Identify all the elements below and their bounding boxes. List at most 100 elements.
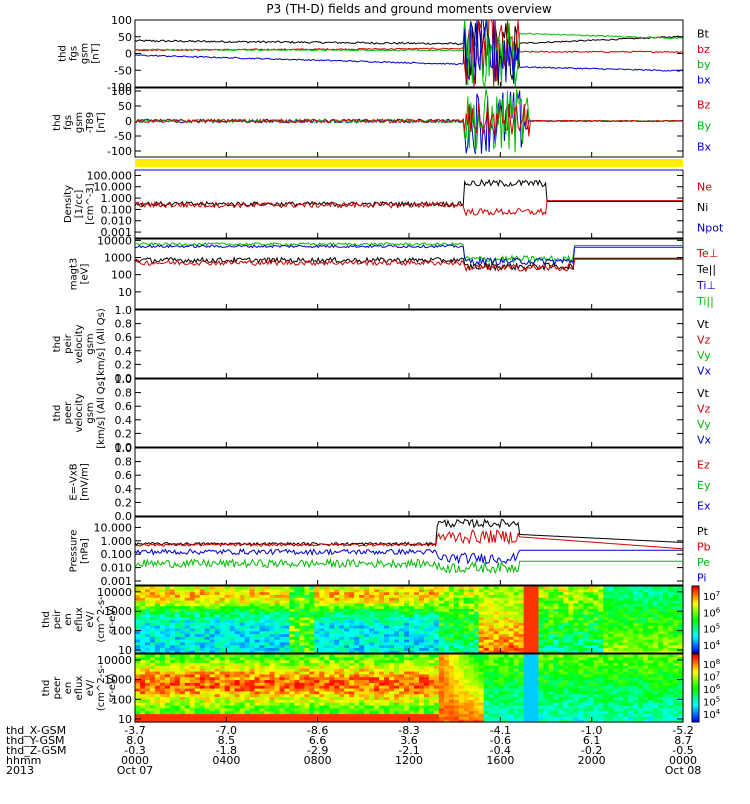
spectrogram-cell xyxy=(364,677,370,680)
spectrogram-cell xyxy=(484,694,490,697)
spectrogram-cell xyxy=(180,677,186,680)
spectrogram-cell xyxy=(449,702,455,705)
series-pb xyxy=(135,530,683,549)
spectrogram-cell xyxy=(563,702,569,705)
spectrogram-cell xyxy=(464,586,470,589)
spectrogram-cell xyxy=(309,711,315,714)
spectrogram-cell xyxy=(240,668,246,671)
spectrogram-cell xyxy=(210,654,216,657)
spectrogram-cell xyxy=(230,654,236,657)
y-axis-label: [nPa] xyxy=(80,538,91,564)
spectrogram-cell xyxy=(205,677,211,680)
colorbar-segment xyxy=(692,591,699,594)
spectrogram-cell xyxy=(235,711,241,714)
spectrogram-cell xyxy=(529,711,535,714)
spectrogram-cell xyxy=(399,702,405,705)
spectrogram-cell xyxy=(404,702,410,705)
spectrogram-cell xyxy=(419,711,425,714)
spectrogram-cell xyxy=(544,654,550,657)
spectrogram-cell xyxy=(504,685,510,688)
spectrogram-cell xyxy=(155,660,161,663)
spectrogram-cell xyxy=(643,586,649,589)
spectrogram-cell xyxy=(299,668,305,671)
spectrogram-cell xyxy=(240,685,246,688)
spectrogram-cell xyxy=(454,668,460,671)
spectrogram-cell xyxy=(349,660,355,663)
spectrogram-cell xyxy=(294,711,300,714)
spectrogram-cell xyxy=(559,660,565,663)
spectrogram-cell xyxy=(275,677,281,680)
y-axis-label: [cm^-3] xyxy=(85,183,96,224)
spectrogram-cell xyxy=(160,654,166,657)
spectrogram-cell xyxy=(369,654,375,657)
spectrogram-cell xyxy=(309,586,315,589)
spectrogram-cell xyxy=(215,660,221,663)
spectrogram-cell xyxy=(160,586,166,589)
spectrogram-cell xyxy=(165,660,171,663)
spectrogram-cell xyxy=(240,660,246,663)
spectrogram-cell xyxy=(245,702,251,705)
spectrogram-cell xyxy=(544,685,550,688)
spectrogram-cell xyxy=(484,685,490,688)
spectrogram-cell xyxy=(240,654,246,657)
series-by xyxy=(135,20,683,87)
spectrogram-cell xyxy=(210,677,216,680)
spectrogram-cell xyxy=(225,702,231,705)
spectrogram-cell xyxy=(145,668,151,671)
spectrogram-cell xyxy=(638,586,644,589)
spectrogram-cell xyxy=(379,654,385,657)
spectrogram-cell xyxy=(359,677,365,680)
spectrogram-cell xyxy=(384,677,390,680)
y-tick-label: 100 xyxy=(111,269,132,282)
spectrogram-cell xyxy=(195,677,201,680)
spectrogram-cell xyxy=(504,677,510,680)
spectrogram-cell xyxy=(195,660,201,663)
spectrogram-cell xyxy=(559,711,565,714)
spectrogram-cell xyxy=(155,711,161,714)
spectrogram-cell xyxy=(489,586,495,589)
spectrogram-cell xyxy=(539,654,545,657)
spectrogram-cell xyxy=(479,685,485,688)
spectrogram-cell xyxy=(404,694,410,697)
spectrogram-cell xyxy=(359,694,365,697)
colorbar-segment xyxy=(692,644,699,647)
spectrogram-cell xyxy=(280,702,286,705)
spectrogram-cell xyxy=(294,668,300,671)
spectrogram-cell xyxy=(299,694,305,697)
spectrogram-cell xyxy=(260,660,266,663)
spectrogram-cell xyxy=(339,668,345,671)
spectrogram-cell xyxy=(419,694,425,697)
colorbar-segment xyxy=(692,631,699,634)
spectrogram-cell xyxy=(563,586,569,589)
spectrogram-cell xyxy=(245,711,251,714)
spectrogram-cell xyxy=(135,668,141,671)
spectrogram-cell xyxy=(489,660,495,663)
spectrogram-cell xyxy=(160,677,166,680)
spectrogram-cell xyxy=(509,660,515,663)
spectrogram-cell xyxy=(344,654,350,657)
spectrogram-cell xyxy=(235,660,241,663)
spectrogram-cell xyxy=(220,660,226,663)
spectrogram-cell xyxy=(304,711,310,714)
y-axis-label: thd xyxy=(52,405,63,422)
spectrogram-cell xyxy=(499,668,505,671)
colorbar-segment xyxy=(692,604,699,607)
spectrogram-cell xyxy=(444,702,450,705)
spectrogram-cell xyxy=(190,711,196,714)
spectrogram-cell xyxy=(285,660,291,663)
spectrogram-cell xyxy=(255,668,261,671)
y-tick-label: 0.100 xyxy=(101,548,133,561)
spectrogram-cell xyxy=(195,685,201,688)
spectrogram-cell xyxy=(135,685,141,688)
spectrogram-cell xyxy=(529,586,535,589)
spectrogram-cell xyxy=(265,586,271,589)
spectrogram-cell xyxy=(289,668,295,671)
spectrogram-cell xyxy=(140,654,146,657)
spectrogram-cell xyxy=(275,668,281,671)
spectrogram-cell xyxy=(275,685,281,688)
spectrogram-cell xyxy=(563,694,569,697)
y-axis-label: gsm xyxy=(80,43,91,64)
spectrogram-cell xyxy=(479,694,485,697)
spectrogram-cell xyxy=(484,660,490,663)
